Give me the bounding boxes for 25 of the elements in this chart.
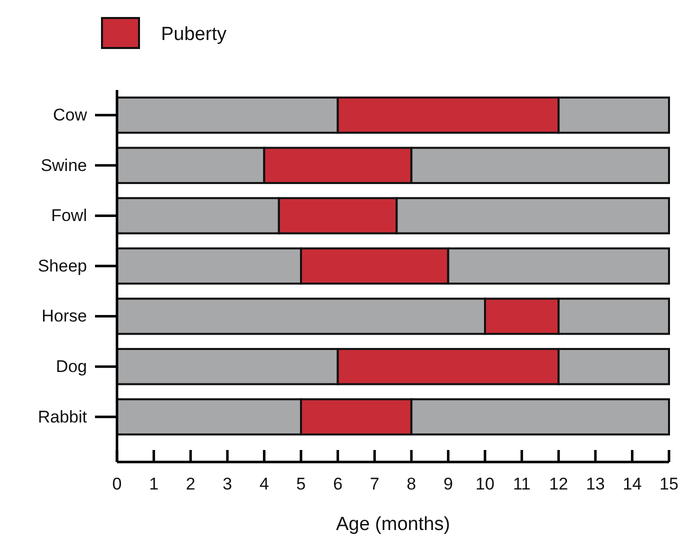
x-tick-label: 3	[222, 474, 232, 494]
x-tick-label: 9	[443, 474, 453, 494]
y-tick-label: Cow	[52, 106, 88, 125]
legend-label: Puberty	[161, 24, 227, 45]
y-tick-label: Swine	[40, 156, 87, 175]
y-tick-label: Horse	[42, 306, 87, 326]
x-tick-label: 6	[333, 474, 343, 494]
y-tick-label: Rabbit	[38, 407, 88, 426]
x-tick-label: 5	[296, 474, 306, 494]
y-tick-label: Fowl	[51, 206, 87, 226]
x-tick-label: 10	[476, 474, 494, 494]
x-tick-label: 11	[512, 474, 531, 494]
x-tick-label: 1	[149, 474, 159, 494]
x-tick-label: 13	[586, 474, 605, 494]
x-tick-label: 4	[259, 474, 269, 494]
x-axis-title: Age (months)	[336, 514, 450, 535]
x-tick-label: 14	[622, 474, 642, 494]
x-tick-label: 15	[660, 474, 678, 494]
x-tick-label: 8	[406, 474, 416, 494]
y-tick-label: Sheep	[38, 256, 87, 276]
x-tick-label: 12	[549, 474, 568, 494]
y-tick-label: Dog	[56, 357, 87, 376]
x-tick-label: 7	[370, 474, 380, 494]
x-tick-label: 0	[112, 474, 122, 494]
x-tick-label: 2	[186, 474, 196, 494]
